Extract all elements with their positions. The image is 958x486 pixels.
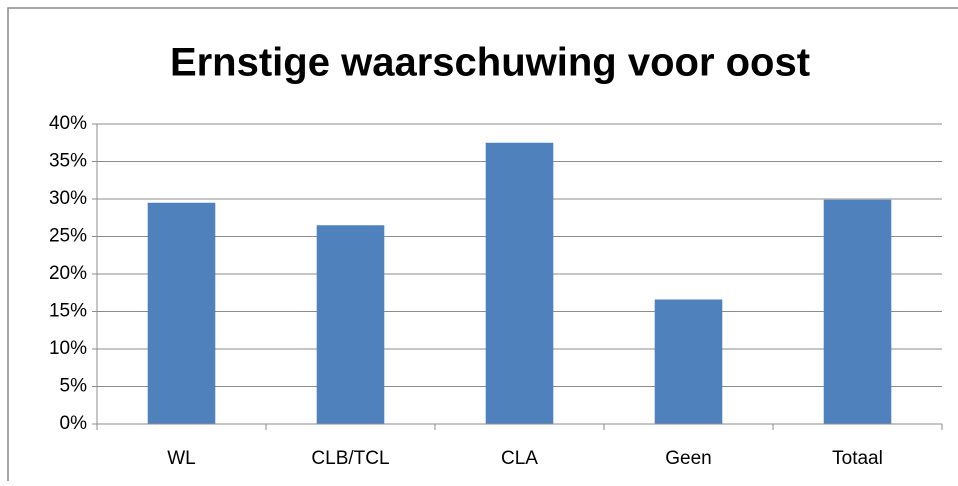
bar bbox=[654, 299, 723, 424]
x-tick-label: Totaal bbox=[832, 448, 883, 469]
y-tick-label: 35% bbox=[49, 151, 87, 172]
x-tick-label: WL bbox=[167, 448, 196, 469]
y-tick-label: 25% bbox=[49, 226, 87, 247]
bar bbox=[485, 142, 554, 424]
bar bbox=[823, 199, 892, 424]
x-tick-label: Geen bbox=[665, 448, 711, 469]
y-tick-label: 30% bbox=[49, 188, 87, 209]
x-tick-label: CLB/TCL bbox=[311, 448, 389, 469]
bar bbox=[316, 225, 385, 424]
y-tick-label: 40% bbox=[49, 113, 87, 134]
y-tick-label: 10% bbox=[49, 338, 87, 359]
y-tick-label: 0% bbox=[60, 413, 88, 434]
bar bbox=[147, 202, 216, 424]
y-tick-label: 15% bbox=[49, 301, 87, 322]
y-tick-label: 5% bbox=[60, 376, 88, 397]
chart-title: Ernstige waarschuwing voor oost bbox=[170, 41, 810, 85]
x-tick-label: CLA bbox=[501, 448, 538, 469]
y-tick-label: 20% bbox=[49, 263, 87, 284]
